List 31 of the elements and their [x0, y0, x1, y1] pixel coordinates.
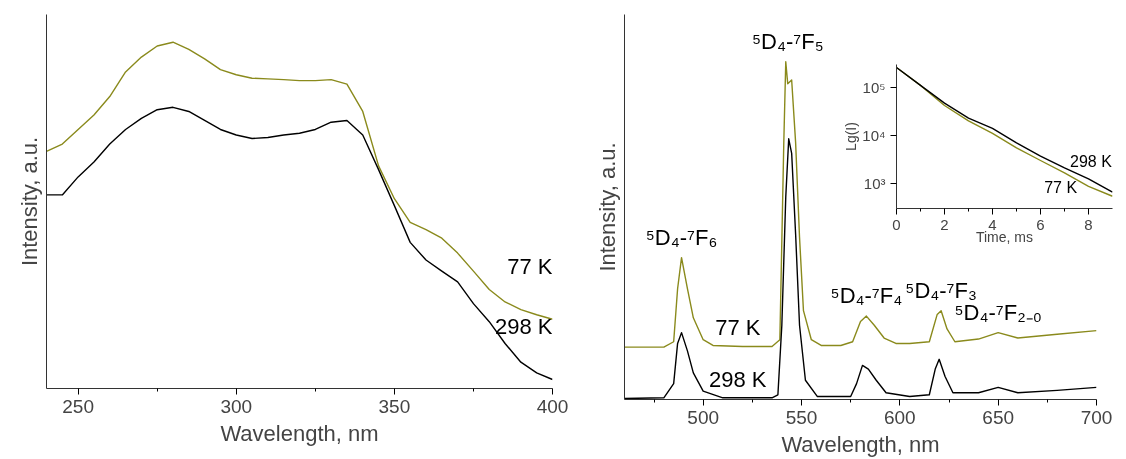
y-axis-title: Lg(I) — [843, 122, 860, 151]
x-axis-title: Wavelength, nm — [220, 420, 379, 446]
x-tick-label: 2 — [940, 215, 949, 233]
x-tick-label: 350 — [378, 395, 411, 417]
x-tick-label: 300 — [220, 395, 253, 417]
x-tick-label: 6 — [1036, 215, 1045, 233]
x-tick-label: 8 — [1084, 215, 1093, 233]
x-tick-label: 550 — [785, 406, 818, 428]
x-tick-label: 250 — [62, 395, 94, 417]
series-label: 298 K — [495, 314, 553, 340]
series-label: 77 K — [715, 315, 761, 341]
series-label: 298 K — [709, 366, 767, 392]
annotation: ⁵D₄-⁷F₅ — [751, 28, 824, 54]
x-tick-label: 600 — [883, 406, 916, 428]
y-axis-title: Intensity, a.u. — [594, 142, 620, 272]
x-tick-label: 700 — [1080, 406, 1113, 428]
y-axis-title: Intensity, a.u. — [16, 136, 42, 267]
series-label: 77 K — [1044, 178, 1078, 196]
y-tick-label: 10³ — [863, 174, 886, 192]
x-tick-label: 0 — [892, 215, 901, 233]
series-label: 298 K — [1069, 153, 1113, 171]
x-tick-label: 500 — [687, 406, 720, 428]
y-tick-label: 10⁴ — [862, 126, 886, 144]
series-label: 77 K — [507, 254, 553, 280]
x-tick-label: 650 — [982, 406, 1015, 428]
x-tick-label: 400 — [536, 395, 569, 417]
x-axis-title: Wavelength, nm — [781, 431, 940, 457]
annotation: ⁵D₄-⁷F₆ — [645, 224, 718, 250]
annotation: ⁵D₄-⁷F₄ — [830, 283, 903, 309]
y-tick-label: 10⁵ — [862, 78, 886, 96]
x-tick-label: 4 — [988, 215, 997, 233]
